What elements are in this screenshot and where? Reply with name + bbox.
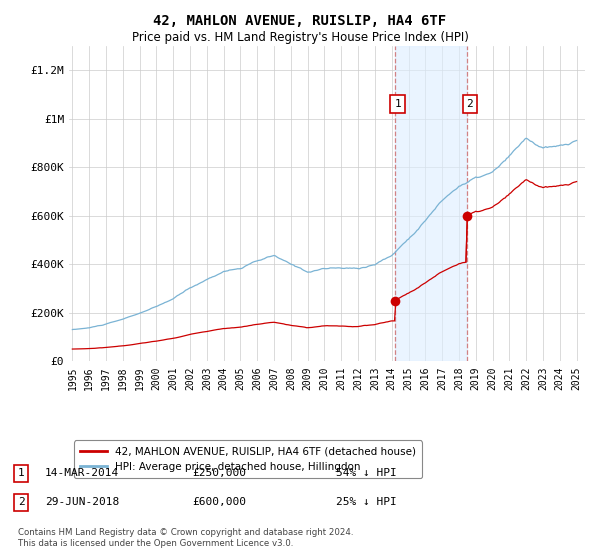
Text: 2: 2 xyxy=(17,497,25,507)
Text: £250,000: £250,000 xyxy=(192,468,246,478)
Text: Contains HM Land Registry data © Crown copyright and database right 2024.
This d: Contains HM Land Registry data © Crown c… xyxy=(18,528,353,548)
Text: £600,000: £600,000 xyxy=(192,497,246,507)
Text: Price paid vs. HM Land Registry's House Price Index (HPI): Price paid vs. HM Land Registry's House … xyxy=(131,31,469,44)
Text: 2: 2 xyxy=(466,99,473,109)
Text: 42, MAHLON AVENUE, RUISLIP, HA4 6TF: 42, MAHLON AVENUE, RUISLIP, HA4 6TF xyxy=(154,14,446,28)
Text: 1: 1 xyxy=(17,468,25,478)
Text: 14-MAR-2014: 14-MAR-2014 xyxy=(45,468,119,478)
Bar xyxy=(395,46,467,361)
Text: 1: 1 xyxy=(394,99,401,109)
Text: 54% ↓ HPI: 54% ↓ HPI xyxy=(336,468,397,478)
Text: 29-JUN-2018: 29-JUN-2018 xyxy=(45,497,119,507)
Legend: 42, MAHLON AVENUE, RUISLIP, HA4 6TF (detached house), HPI: Average price, detach: 42, MAHLON AVENUE, RUISLIP, HA4 6TF (det… xyxy=(74,441,422,478)
Text: 25% ↓ HPI: 25% ↓ HPI xyxy=(336,497,397,507)
